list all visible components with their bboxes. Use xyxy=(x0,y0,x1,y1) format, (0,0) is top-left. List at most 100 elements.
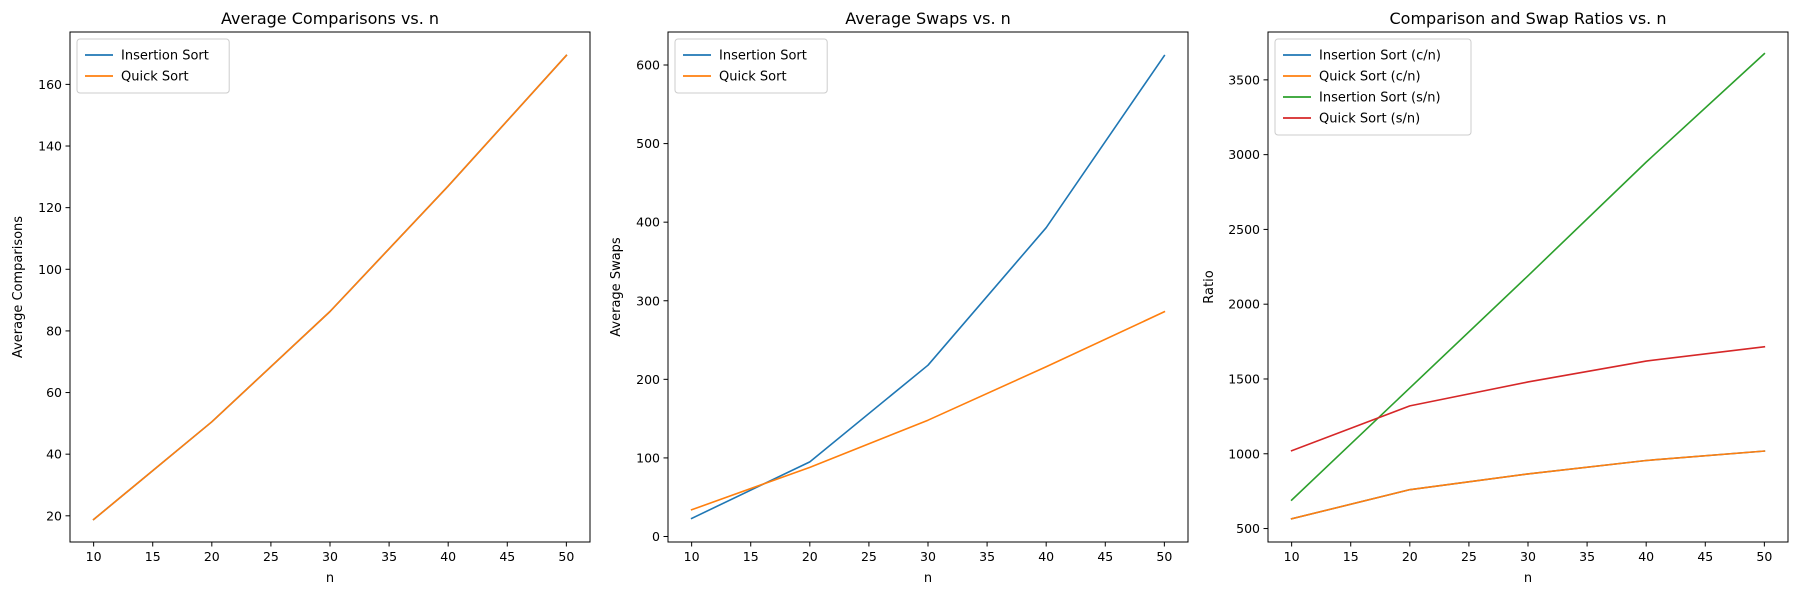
x-tick-label: 30 xyxy=(920,549,936,564)
x-tick-label: 45 xyxy=(1097,549,1113,564)
y-axis-label: Average Swaps xyxy=(609,237,624,337)
y-tick-label: 100 xyxy=(636,450,660,465)
chart-title: Average Comparisons vs. n xyxy=(221,9,439,28)
x-tick-label: 35 xyxy=(381,549,397,564)
y-tick-label: 2500 xyxy=(1228,222,1260,237)
x-tick-label: 10 xyxy=(684,549,700,564)
data-point xyxy=(1527,275,1529,277)
x-axis-label: n xyxy=(1524,571,1532,586)
x-tick-label: 40 xyxy=(440,549,456,564)
y-tick-label: 60 xyxy=(46,385,62,400)
legend-box xyxy=(1274,38,1472,136)
x-tick-label: 10 xyxy=(1284,549,1300,564)
data-point xyxy=(447,185,449,187)
y-tick-label: 1500 xyxy=(1228,371,1260,386)
legend: Insertion Sort Quick Sort xyxy=(674,38,828,94)
y-tick-label: 20 xyxy=(46,508,62,523)
x-tick-label: 50 xyxy=(558,549,574,564)
legend-entry: Quick Sort xyxy=(719,70,787,85)
data-point xyxy=(1291,499,1293,501)
x-tick-label: 45 xyxy=(499,549,515,564)
data-point xyxy=(1527,381,1529,383)
data-point xyxy=(93,519,95,521)
x-tick-label: 15 xyxy=(1343,549,1359,564)
legend: Insertion Sort (c/n) Quick Sort (c/n) Inse… xyxy=(1274,38,1472,136)
x-tick-label: 50 xyxy=(1156,549,1172,564)
y-tick-label: 2000 xyxy=(1228,297,1260,312)
y-tick-label: 300 xyxy=(636,293,660,308)
data-point xyxy=(691,518,693,520)
data-point xyxy=(1764,450,1766,452)
y-tick-label: 100 xyxy=(38,262,62,277)
chart-panel-3: Comparison and Swap Ratios vs. n 10 15 20 25… xyxy=(1202,9,1789,586)
series-line-2 xyxy=(690,310,1166,511)
y-tick-label: 3500 xyxy=(1228,72,1260,87)
data-point xyxy=(1409,405,1411,407)
x-tick-label: 40 xyxy=(1038,549,1054,564)
data-point xyxy=(1764,346,1766,348)
data-point xyxy=(566,55,568,57)
series-line-3 xyxy=(1290,52,1766,502)
data-point xyxy=(1291,518,1293,520)
y-axis-label: Ratio xyxy=(1202,270,1217,303)
data-point xyxy=(1291,450,1293,452)
data-point xyxy=(927,419,929,421)
legend-entry: Insertion Sort xyxy=(719,49,807,64)
data-point xyxy=(809,467,811,469)
legend-entry: Quick Sort (c/n) xyxy=(1319,70,1421,85)
data-point xyxy=(329,311,331,313)
x-tick-label: 30 xyxy=(322,549,338,564)
axes-frame xyxy=(69,31,591,543)
chart-panel-2: Average Swaps vs. n10 15 20 25 30 35 40 45 50010… xyxy=(609,9,1189,586)
legend-entry: Quick Sort (s/n) xyxy=(1319,112,1420,127)
x-tick-label: 30 xyxy=(1520,549,1536,564)
x-tick-label: 40 xyxy=(1638,549,1654,564)
x-tick-label: 20 xyxy=(204,549,220,564)
legend-entry: Insertion Sort xyxy=(121,49,209,64)
y-tick-label: 40 xyxy=(46,447,62,462)
legend-entry: Quick Sort xyxy=(121,70,189,85)
series-line-1 xyxy=(92,54,568,521)
chart-title: Comparison and Swap Ratios vs. n xyxy=(1390,9,1667,28)
axes-frame xyxy=(667,31,1189,543)
x-tick-label: 15 xyxy=(145,549,161,564)
data-point xyxy=(1164,55,1166,57)
x-tick-label: 50 xyxy=(1756,549,1772,564)
y-tick-label: 200 xyxy=(636,372,660,387)
legend-box xyxy=(674,38,828,94)
x-tick-label: 15 xyxy=(743,549,759,564)
y-tick-label: 600 xyxy=(636,58,660,73)
data-point xyxy=(1645,360,1647,362)
x-tick-label: 35 xyxy=(1579,549,1595,564)
series-line-4 xyxy=(1290,345,1766,452)
x-tick-label: 25 xyxy=(263,549,279,564)
y-axis-label: Average Comparisons xyxy=(11,216,26,358)
data-point xyxy=(1409,489,1411,491)
x-axis-label: n xyxy=(924,571,932,586)
data-point xyxy=(1045,366,1047,368)
data-point xyxy=(809,461,811,463)
y-tick-label: 160 xyxy=(38,77,62,92)
data-point xyxy=(927,364,929,366)
data-point xyxy=(691,509,693,511)
x-tick-label: 35 xyxy=(979,549,995,564)
y-tick-label: 0 xyxy=(652,529,660,544)
y-tick-label: 500 xyxy=(636,136,660,151)
data-point xyxy=(1527,473,1529,475)
data-point xyxy=(1645,161,1647,163)
series-line-2 xyxy=(1290,450,1766,520)
x-tick-label: 25 xyxy=(861,549,877,564)
y-tick-label: 3000 xyxy=(1228,147,1260,162)
data-point xyxy=(1045,227,1047,229)
data-point xyxy=(1764,53,1766,55)
series-line-1 xyxy=(1290,450,1766,520)
y-tick-label: 1000 xyxy=(1228,446,1260,461)
data-point xyxy=(211,421,213,423)
y-tick-label: 120 xyxy=(38,200,62,215)
x-tick-label: 10 xyxy=(86,549,102,564)
legend-entry: Insertion Sort (c/n) xyxy=(1319,49,1441,64)
x-axis-label: n xyxy=(326,571,334,586)
chart-panel-1: Average Comparisons vs. n 10 15 20 25 30 35 40 4… xyxy=(11,9,591,586)
series-line-2 xyxy=(92,54,568,521)
